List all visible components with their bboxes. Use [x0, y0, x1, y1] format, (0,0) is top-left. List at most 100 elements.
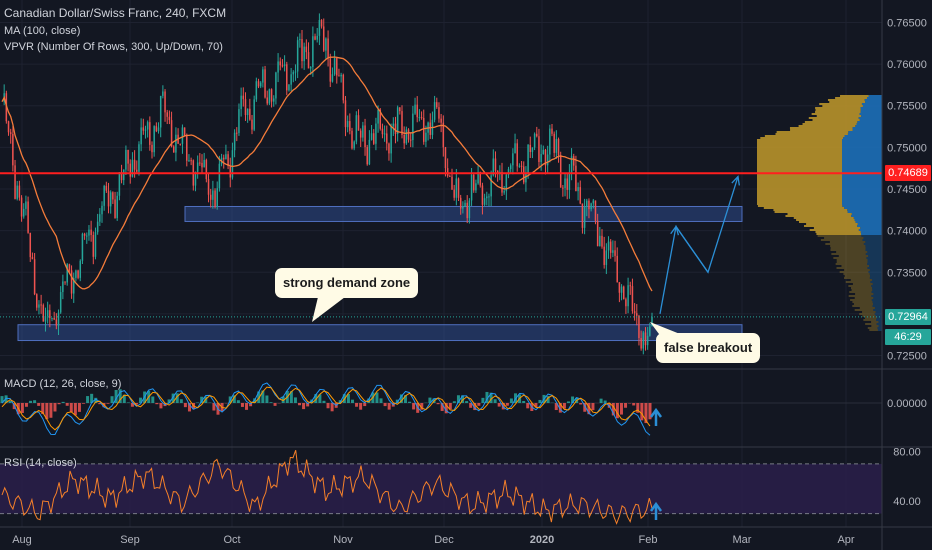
- macd-histogram-bar: [477, 403, 481, 406]
- vpvr-down-bar: [861, 233, 882, 235]
- macd-histogram-bar: [306, 403, 310, 407]
- vpvr-legend[interactable]: VPVR (Number Of Rows, 300, Up/Down, 70): [4, 41, 223, 53]
- vpvr-down-bar: [874, 313, 882, 315]
- candle-body: [359, 130, 362, 138]
- candle-body: [392, 123, 395, 127]
- vpvr-down-bar: [857, 223, 882, 225]
- candle-body: [405, 129, 408, 144]
- macd-histogram-bar: [322, 400, 326, 403]
- candle-body: [118, 172, 121, 196]
- candle-body: [46, 310, 49, 317]
- candle-body: [396, 107, 399, 135]
- candle-body: [55, 319, 58, 326]
- vpvr-up-bar: [775, 133, 848, 135]
- macd-histogram-bar: [591, 403, 595, 411]
- macd-histogram-bar: [302, 403, 306, 410]
- vpvr-up-bar: [854, 297, 874, 299]
- macd-histogram-bar: [269, 402, 273, 403]
- candle-body: [649, 326, 651, 336]
- candle-body: [425, 132, 427, 142]
- vpvr-down-bar: [842, 181, 882, 183]
- vpvr-down-bar: [862, 105, 882, 107]
- candle-body: [186, 135, 188, 161]
- vpvr-up-bar: [830, 245, 866, 247]
- vpvr-up-bar: [829, 101, 866, 103]
- vpvr-up-bar: [865, 323, 877, 325]
- vpvr-down-bar: [842, 143, 882, 145]
- candle-body: [94, 232, 97, 257]
- candle-body: [207, 179, 210, 195]
- vpvr-up-bar: [830, 249, 866, 251]
- candle-body: [62, 281, 64, 293]
- vpvr-down-bar: [876, 319, 882, 321]
- vpvr-down-bar: [861, 235, 882, 237]
- vpvr-down-bar: [861, 103, 882, 105]
- vpvr-down-bar: [875, 311, 882, 313]
- vpvr-down-bar: [842, 155, 882, 157]
- macd-histogram-bar: [619, 403, 623, 415]
- candle-body: [507, 169, 510, 175]
- x-tick-label: 2020: [530, 534, 554, 546]
- macd-histogram-bar: [469, 403, 473, 408]
- callout-pointer: [312, 297, 345, 322]
- y-tick-label: 0.74500: [887, 184, 927, 196]
- rsi-legend[interactable]: RSI (14, close): [4, 457, 77, 469]
- macd-histogram-bar: [615, 403, 619, 419]
- vpvr-down-bar: [842, 195, 882, 197]
- candle-body: [27, 201, 29, 233]
- vpvr-down-bar: [855, 221, 882, 223]
- candle-body: [581, 203, 584, 228]
- macd-histogram-bar: [644, 403, 648, 424]
- candle-body: [633, 311, 636, 314]
- macd-line: [1, 382, 651, 436]
- candle-body: [642, 332, 645, 349]
- candle-body: [336, 58, 338, 76]
- vpvr-down-bar: [865, 241, 882, 243]
- vpvr-up-bar: [757, 159, 842, 161]
- y-tick-label: 0.75000: [887, 142, 927, 154]
- candle-body: [142, 127, 145, 131]
- candle-body: [90, 229, 92, 235]
- candle-body: [544, 149, 547, 166]
- vpvr-down-bar: [870, 275, 882, 277]
- ma-legend[interactable]: MA (100, close): [4, 25, 81, 37]
- macd-legend[interactable]: MACD (12, 26, close, 9): [4, 378, 122, 390]
- vpvr-down-bar: [868, 255, 882, 257]
- vpvr-up-bar: [812, 119, 860, 121]
- macd-histogram-bar: [265, 395, 269, 403]
- candle-body: [349, 121, 351, 131]
- candle-body: [553, 133, 555, 153]
- candle-body: [296, 40, 299, 72]
- vpvr-down-bar: [868, 271, 882, 273]
- candle-body: [246, 108, 249, 116]
- macd-histogram-bar: [273, 403, 277, 406]
- candle-body: [131, 159, 134, 177]
- vpvr-up-bar: [854, 309, 874, 311]
- candle-body: [136, 169, 138, 172]
- rsi-tick-label: 80.00: [893, 446, 921, 458]
- macd-histogram-bar: [159, 403, 163, 409]
- vpvr-up-bar: [798, 221, 856, 223]
- candle-body: [138, 144, 140, 172]
- macd-histogram-bar: [538, 399, 542, 403]
- candle-body: [470, 174, 473, 201]
- macd-histogram-bar: [583, 403, 587, 412]
- candle-body: [249, 108, 251, 120]
- vpvr-up-bar: [843, 273, 870, 275]
- candle-body: [164, 91, 166, 113]
- macd-histogram-bar: [452, 401, 456, 403]
- candle-body: [114, 199, 116, 219]
- vpvr-up-bar: [836, 259, 868, 261]
- macd-histogram-bar: [363, 403, 367, 407]
- candle-body: [166, 112, 168, 117]
- chart-title[interactable]: Canadian Dollar/Swiss Franc, 240, FXCM: [4, 6, 227, 20]
- vpvr-up-bar: [757, 187, 842, 189]
- macd-histogram-bar: [37, 403, 41, 406]
- candle-body: [7, 121, 10, 133]
- vpvr-up-bar: [865, 317, 877, 319]
- candle-body: [377, 109, 379, 124]
- candle-body: [409, 139, 412, 141]
- candle-body: [162, 91, 164, 96]
- candle-body: [157, 127, 160, 132]
